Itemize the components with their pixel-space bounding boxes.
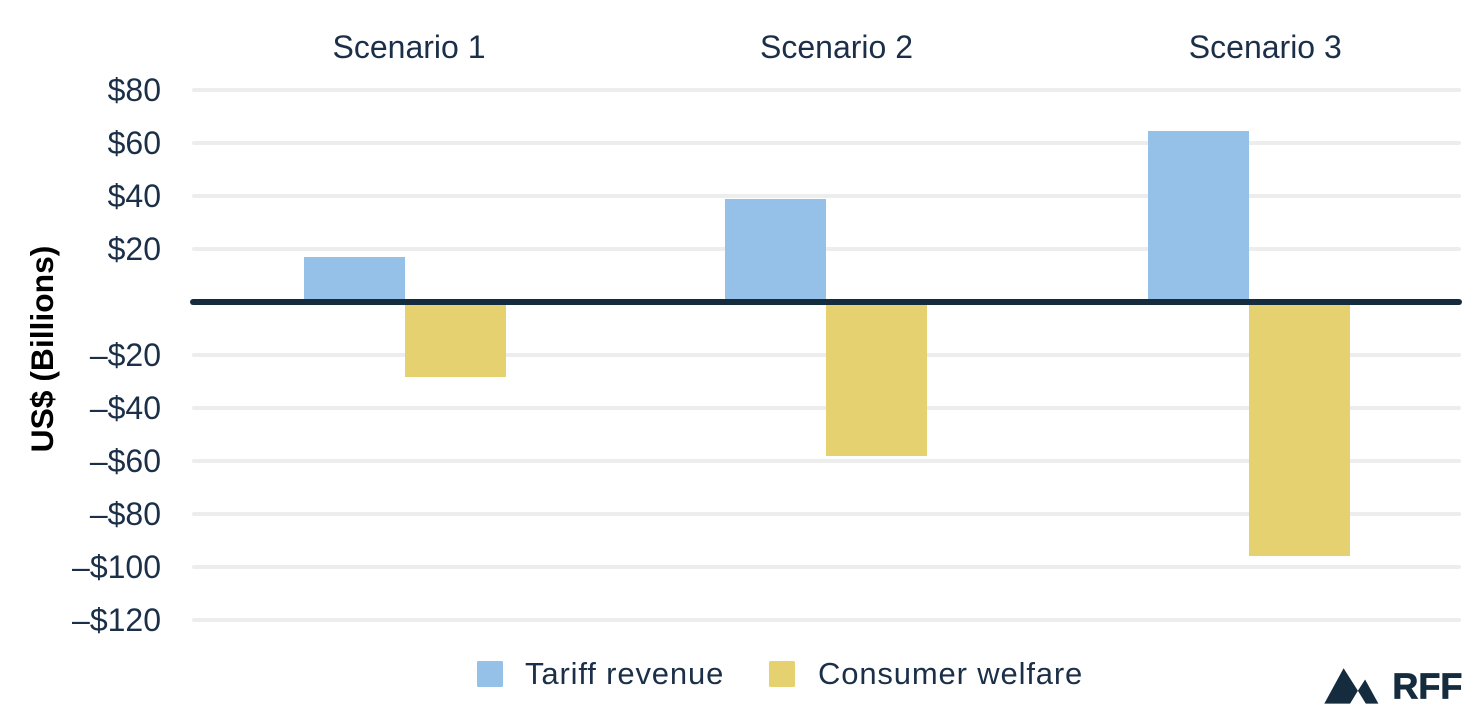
svg-text:RFF: RFF (1392, 666, 1462, 707)
